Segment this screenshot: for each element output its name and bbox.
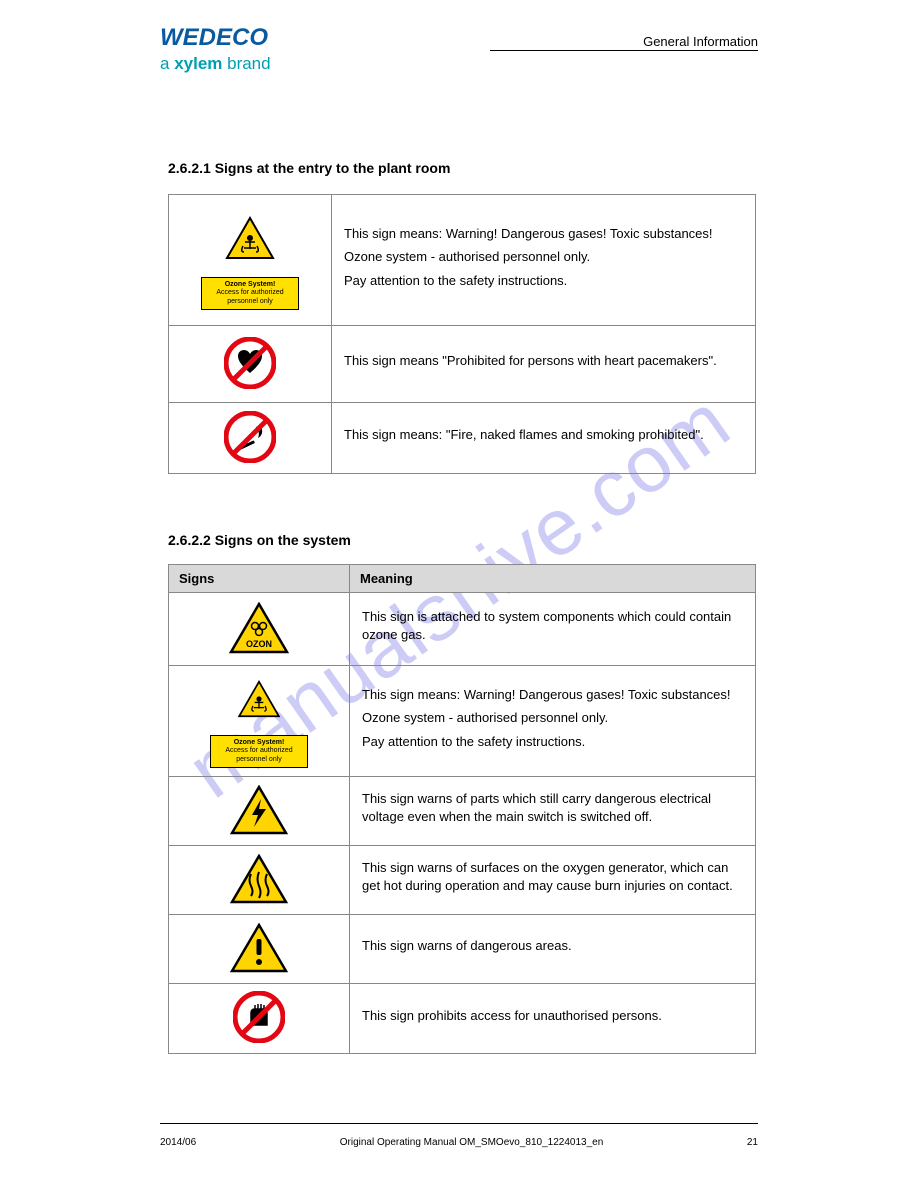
ozone-system-label: Ozone System! Access for authorized pers… bbox=[201, 277, 299, 310]
page: manualshive.com WEDECO a xylem brand Gen… bbox=[0, 0, 918, 1188]
ozone-label-line3: personnel only bbox=[204, 298, 296, 306]
sign-cell bbox=[169, 915, 350, 984]
electric-hazard-icon bbox=[224, 779, 294, 841]
text-line: This sign warns of dangerous areas. bbox=[362, 937, 743, 955]
ozone-triangle-icon: OZON bbox=[223, 596, 295, 660]
table-row: OZON This sign is attached to system com… bbox=[169, 593, 756, 666]
logo-subtitle: a xylem brand bbox=[160, 54, 271, 74]
no-flame-icon bbox=[218, 405, 282, 469]
text-line: This sign means: Warning! Dangerous gase… bbox=[344, 225, 743, 243]
sign-cell: OZON bbox=[169, 593, 350, 666]
no-access-icon bbox=[227, 985, 291, 1049]
ozone-label-line3: personnel only bbox=[213, 756, 305, 764]
general-danger-icon bbox=[224, 917, 294, 979]
table-row: This sign warns of dangerous areas. bbox=[169, 915, 756, 984]
text-line: This sign prohibits access for unauthori… bbox=[362, 1007, 743, 1025]
text-line: Ozone system - authorised personnel only… bbox=[344, 248, 743, 266]
text-line: This sign means: Warning! Dangerous gase… bbox=[362, 686, 743, 704]
footer-page-number: 21 bbox=[747, 1137, 758, 1148]
col-meaning-header: Meaning bbox=[350, 565, 756, 593]
section-label: General Information bbox=[643, 34, 758, 49]
footer-rule bbox=[160, 1123, 758, 1124]
svg-text:OZON: OZON bbox=[246, 639, 272, 649]
logo-sub-suffix: brand bbox=[222, 54, 270, 73]
table-row: This sign prohibits access for unauthori… bbox=[169, 984, 756, 1054]
sign-cell bbox=[169, 326, 332, 403]
sign-cell: Ozone System! Access for authorized pers… bbox=[169, 195, 332, 326]
sign-meaning: This sign means: "Fire, naked flames and… bbox=[332, 403, 756, 474]
sign-meaning: This sign warns of dangerous areas. bbox=[350, 915, 756, 984]
ozone-label-line1: Ozone System! bbox=[204, 281, 296, 289]
system-signs-table: Signs Meaning OZON This sign is attached… bbox=[168, 564, 756, 1054]
text-line: Pay attention to the safety instructions… bbox=[344, 272, 743, 290]
table-row: Ozone System! Access for authorized pers… bbox=[169, 666, 756, 777]
entry-heading: 2.6.2.1 Signs at the entry to the plant … bbox=[168, 160, 450, 176]
ozone-label-line2: Access for authorized bbox=[204, 289, 296, 297]
table-row: This sign means "Prohibited for persons … bbox=[169, 326, 756, 403]
sign-meaning: This sign means: Warning! Dangerous gase… bbox=[350, 666, 756, 777]
footer-date: 2014/06 bbox=[160, 1137, 196, 1148]
sign-meaning: This sign means "Prohibited for persons … bbox=[332, 326, 756, 403]
logo-main: WEDECO bbox=[160, 26, 271, 50]
logo-sub-bold: xylem bbox=[174, 54, 222, 73]
text-line: This sign means: "Fire, naked flames and… bbox=[344, 426, 743, 444]
no-pacemaker-icon bbox=[218, 331, 282, 395]
text-line: This sign warns of parts which still car… bbox=[362, 790, 743, 825]
table-row: Ozone System! Access for authorized pers… bbox=[169, 195, 756, 326]
sign-meaning: This sign warns of parts which still car… bbox=[350, 777, 756, 846]
logo-sub-prefix: a bbox=[160, 54, 174, 73]
toxic-icon bbox=[231, 674, 287, 724]
sign-meaning: This sign prohibits access for unauthori… bbox=[350, 984, 756, 1054]
text-line: This sign warns of surfaces on the oxyge… bbox=[362, 859, 743, 894]
sign-cell bbox=[169, 777, 350, 846]
ozone-label-line2: Access for authorized bbox=[213, 747, 305, 755]
header-rule bbox=[490, 50, 758, 51]
page-footer: 2014/06 Original Operating Manual OM_SMO… bbox=[160, 1137, 758, 1148]
text-line: Ozone system - authorised personnel only… bbox=[362, 709, 743, 727]
ozone-label-line1: Ozone System! bbox=[213, 739, 305, 747]
entry-signs-table: Ozone System! Access for authorized pers… bbox=[168, 194, 756, 474]
table-row: This sign warns of surfaces on the oxyge… bbox=[169, 846, 756, 915]
sign-cell: Ozone System! Access for authorized pers… bbox=[169, 666, 350, 777]
sign-meaning: This sign warns of surfaces on the oxyge… bbox=[350, 846, 756, 915]
sign-meaning: This sign is attached to system componen… bbox=[350, 593, 756, 666]
sign-cell bbox=[169, 984, 350, 1054]
table-row: This sign means: "Fire, naked flames and… bbox=[169, 403, 756, 474]
text-line: This sign is attached to system componen… bbox=[362, 608, 743, 643]
sign-cell bbox=[169, 846, 350, 915]
system-heading: 2.6.2.2 Signs on the system bbox=[168, 532, 351, 548]
sign-cell bbox=[169, 403, 332, 474]
page-header: WEDECO a xylem brand General Information bbox=[160, 26, 758, 82]
table-row: This sign warns of parts which still car… bbox=[169, 777, 756, 846]
brand-logo: WEDECO a xylem brand bbox=[160, 26, 271, 74]
sign-meaning: This sign means: Warning! Dangerous gase… bbox=[332, 195, 756, 326]
text-line: Pay attention to the safety instructions… bbox=[362, 733, 743, 751]
ozone-system-label: Ozone System! Access for authorized pers… bbox=[210, 735, 308, 768]
col-signs-header: Signs bbox=[169, 565, 350, 593]
hot-surface-icon bbox=[224, 848, 294, 910]
footer-title: Original Operating Manual OM_SMOevo_810_… bbox=[340, 1137, 604, 1148]
toxic-icon bbox=[219, 210, 281, 266]
table-header-row: Signs Meaning bbox=[169, 565, 756, 593]
text-line: This sign means "Prohibited for persons … bbox=[344, 352, 743, 370]
